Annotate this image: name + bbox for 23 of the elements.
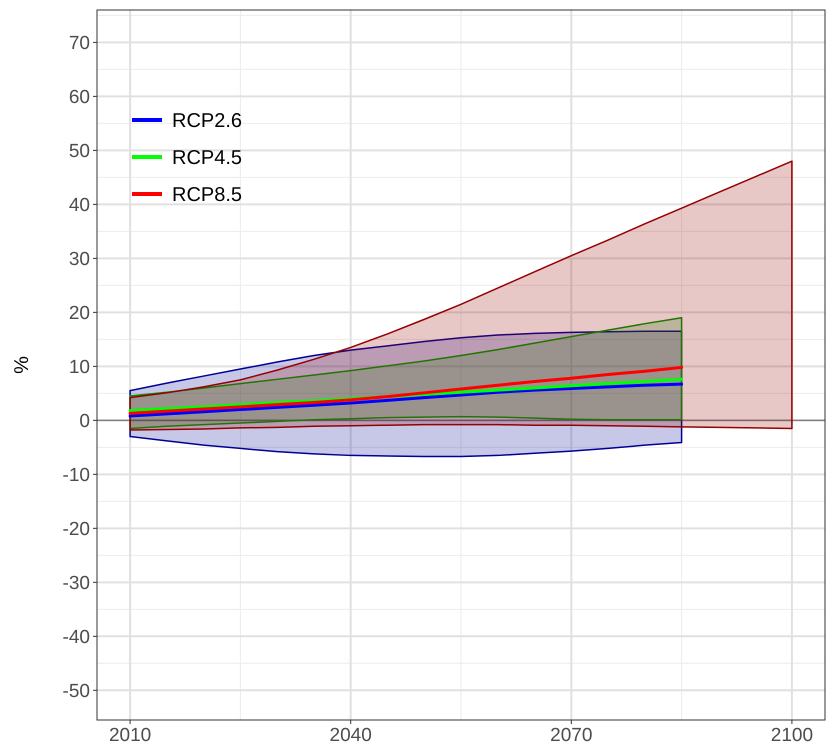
y-tick-label: 20: [68, 303, 90, 324]
y-tick-label: 40: [68, 195, 90, 216]
y-tick-label: 70: [68, 33, 90, 54]
x-tick-label: 2070: [550, 725, 592, 746]
y-tick-label: -50: [62, 680, 90, 702]
y-tick-label: -40: [62, 626, 90, 648]
y-tick-label: 0: [79, 410, 90, 432]
line-series: [128, 382, 684, 418]
y-tick-label: 60: [68, 87, 90, 108]
y-tick-label: -30: [62, 572, 90, 594]
x-tick-label: 2100: [770, 725, 814, 746]
y-axis-title: %: [11, 356, 33, 374]
x-tick-label: 2010: [108, 725, 152, 746]
y-tick-label: 50: [68, 141, 90, 162]
x-tick-label: 2040: [330, 725, 372, 746]
line-series: [128, 366, 684, 415]
y-tick-label: -20: [62, 518, 90, 540]
legend-label: RCP4.5: [172, 147, 242, 169]
y-tick-label: 30: [68, 249, 90, 270]
y-tick-label: 10: [68, 357, 90, 378]
y-tick-label: -10: [62, 464, 90, 486]
legend-label: RCP2.6: [172, 110, 242, 132]
legend-label: RCP8.5: [172, 184, 242, 206]
